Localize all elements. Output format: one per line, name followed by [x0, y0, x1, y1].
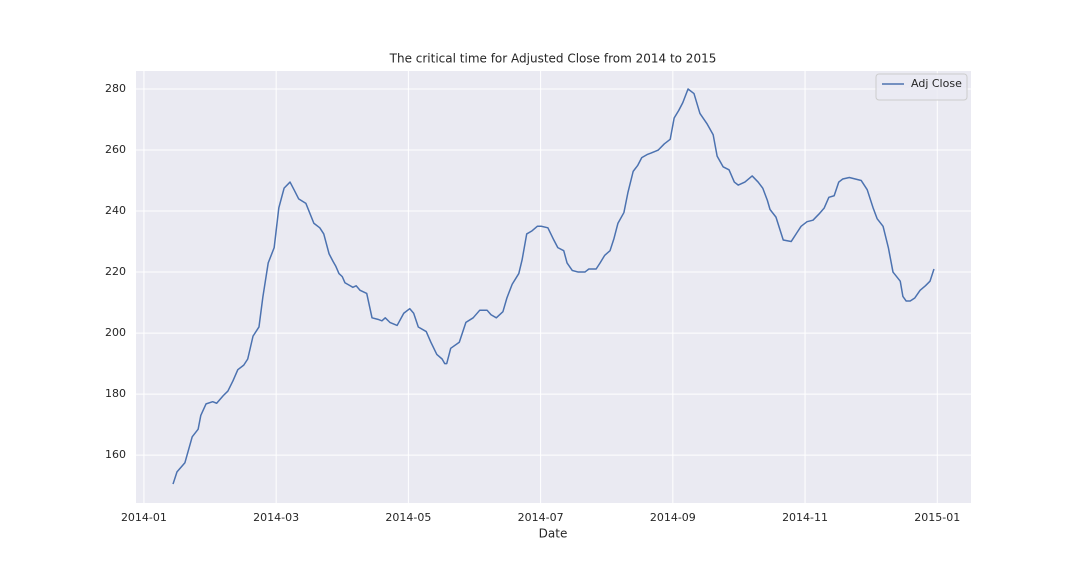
x-tick-label: 2014-09 [650, 511, 696, 524]
y-tick-label: 260 [105, 143, 126, 156]
chart-title: The critical time for Adjusted Close fro… [389, 52, 717, 66]
x-tick-label: 2014-07 [518, 511, 564, 524]
x-axis-label: Date [539, 527, 568, 541]
y-tick-label: 240 [105, 204, 126, 217]
y-tick-label: 280 [105, 82, 126, 95]
line [172, 88, 935, 485]
grid [136, 71, 971, 503]
legend-label: Adj Close [911, 77, 962, 90]
y-tick-label: 200 [105, 326, 126, 339]
x-tick-label: 2014-03 [253, 511, 299, 524]
y-tick-label: 160 [105, 448, 126, 461]
x-tick-label: 2014-11 [782, 511, 828, 524]
y-tick-label: 220 [105, 265, 126, 278]
plot-area [136, 71, 971, 503]
legend-box [875, 73, 968, 101]
x-tick-label: 2014-01 [121, 511, 167, 524]
x-tick-label: 2015-01 [914, 511, 960, 524]
y-tick-label: 180 [105, 387, 126, 400]
x-tick-label: 2014-05 [385, 511, 431, 524]
